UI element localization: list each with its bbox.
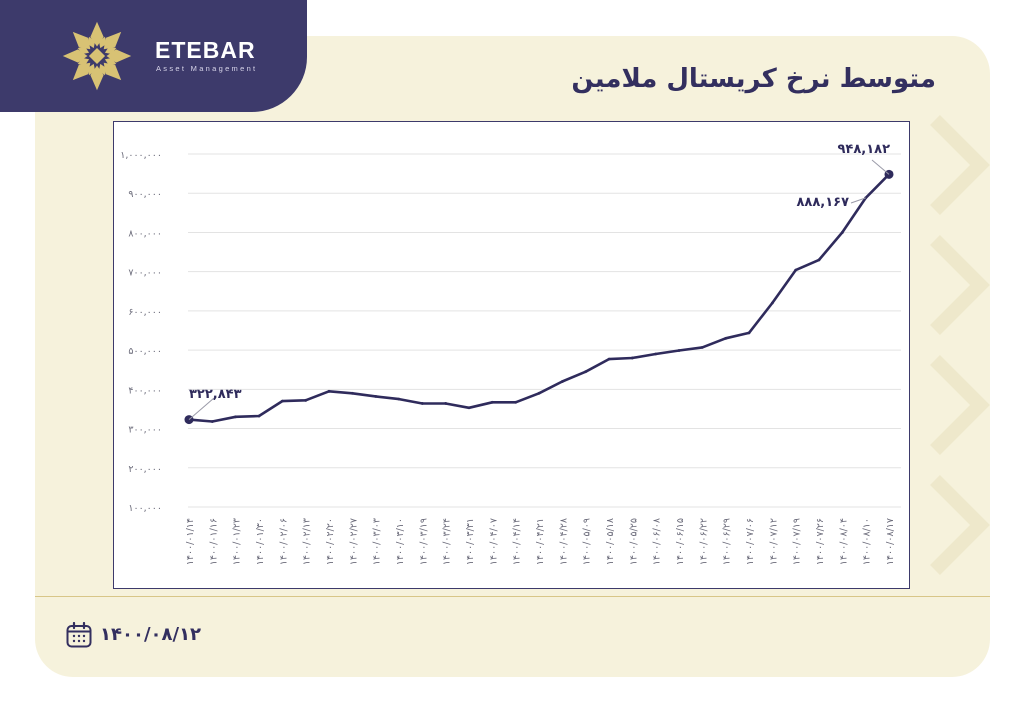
report-date: ۱۴۰۰/۰۸/۱۲ [100,624,202,645]
x-tick-label: ۱۴۰۰/۰۳/۳۱ [465,518,476,565]
data-point [490,400,494,404]
annotation-leader [871,159,890,175]
data-point [584,370,588,374]
data-point [514,400,518,404]
x-tick-label: ۱۴۰۰/۰۸/۱۰ [862,518,873,565]
x-tick-label: ۱۴۰۰/۰۳/۱۹ [418,518,429,565]
x-tick-label: ۱۴۰۰/۰۴/۱۴ [512,518,523,565]
data-point [677,349,681,352]
x-tick-label: ۱۴۰۰/۰۱/۱۶ [208,518,219,565]
brand-header: ETEBAR Asset Management [0,0,307,112]
data-point [817,258,821,262]
background-chevron-decoration [930,115,990,575]
data-point [724,336,728,340]
line-chart: ۱۰۰,۰۰۰ ۲۰۰,۰۰۰ ۳۰۰,۰۰۰ ۴۰۰,۰۰۰ ۵۰۰,۰۰۰ ۶۰۰,۰… [120,142,901,565]
data-point [700,345,704,349]
x-tick-label: ۱۴۰۰/۰۴/۰۷ [488,518,499,565]
y-tick-label: ۷۰۰,۰۰۰ [128,268,162,279]
brand-tagline: Asset Management [156,64,258,73]
data-point [747,331,751,335]
x-tick-label: ۱۴۰۰/۰۶/۲۹ [722,518,733,565]
data-point [397,397,401,401]
x-tick-label: ۱۴۰۰/۰۸/۰۴ [838,518,849,565]
x-tick-label: ۱۴۰۰/۰۵/۱۸ [605,518,616,565]
x-tick-label: ۱۴۰۰/۰۳/۰۳ [372,518,383,565]
x-tick-label: ۱۴۰۰/۰۶/۰۸ [652,518,663,565]
data-point [467,406,471,410]
y-tick-label: ۱,۰۰۰,۰۰۰ [120,150,162,161]
series-line [188,173,890,423]
data-point [420,402,424,405]
annotation-label: ۹۴۸,۱۸۲ [837,142,890,157]
data-point [234,415,238,419]
x-tick-label: ۱۴۰۰/۰۲/۱۳ [302,518,313,565]
y-tick-label: ۳۰۰,۰۰۰ [128,425,162,436]
x-tick-label: ۱۴۰۰/۰۵/۲۵ [628,518,639,565]
y-tick-label: ۲۰۰,۰۰۰ [128,464,162,475]
page-title: متوسط نرخ کریستال ملامین [571,64,936,94]
data-point [210,420,214,423]
calendar-icon [66,622,92,648]
data-point [770,301,774,305]
data-point [350,391,354,395]
annotation-label: ۳۲۲,۸۴۳ [189,387,242,402]
data-point [607,357,611,361]
data-point [304,398,308,402]
y-tick-label: ۹۰۰,۰۰۰ [128,189,162,200]
footer-divider [35,596,990,597]
data-point [444,402,448,405]
data-point [537,391,541,395]
y-tick-label: ۱۰۰,۰۰۰ [128,503,162,514]
x-tick-label: ۱۴۰۰/۰۲/۲۰ [325,518,336,565]
data-point [327,389,331,393]
x-tick-label: ۱۴۰۰/۰۱/۱۴ [185,518,196,565]
x-tick-label: ۱۴۰۰/۰۶/۱۵ [675,518,686,565]
etebar-logo-icon [62,21,132,91]
x-tick-label: ۱۴۰۰/۰۳/۱۰ [395,518,406,565]
data-point [654,352,658,356]
x-tick-label: ۱۴۰۰/۰۱/۳۰ [255,518,266,565]
y-tick-label: ۶۰۰,۰۰۰ [128,307,162,318]
x-tick-label: ۱۴۰۰/۰۸/۱۷ [885,518,896,565]
x-tick-label: ۱۴۰۰/۰۴/۲۱ [535,518,546,565]
y-tick-label: ۵۰۰,۰۰۰ [128,346,162,357]
x-tick-label: ۱۴۰۰/۰۴/۲۸ [558,518,569,565]
y-tick-label: ۴۰۰,۰۰۰ [128,385,162,396]
x-tick-label: ۱۴۰۰/۰۲/۰۶ [278,518,289,565]
annotation-label: ۸۸۸,۱۶۷ [796,195,849,210]
x-tick-label: ۱۴۰۰/۰۲/۲۷ [348,518,359,565]
x-tick-label: ۱۴۰۰/۰۷/۰۶ [745,518,756,565]
brand-name: ETEBAR [155,37,256,63]
x-tick-label: ۱۴۰۰/۰۵/۰۹ [582,518,593,565]
chart-frame: ۱۰۰,۰۰۰ ۲۰۰,۰۰۰ ۳۰۰,۰۰۰ ۴۰۰,۰۰۰ ۵۰۰,۰۰۰ ۶۰۰,۰… [113,121,910,589]
x-tick-label: ۱۴۰۰/۰۳/۲۴ [442,518,453,565]
data-point [280,399,284,403]
x-tick-label: ۱۴۰۰/۰۱/۲۳ [232,518,243,565]
x-tick-label: ۱۴۰۰/۰۷/۲۶ [815,518,826,565]
x-tick-label: ۱۴۰۰/۰۷/۱۹ [792,518,803,565]
data-point [630,356,634,360]
data-point [840,231,844,234]
x-tick-label: ۱۴۰۰/۰۷/۱۲ [768,518,779,565]
y-tick-label: ۸۰۰,۰۰۰ [128,228,162,239]
data-point [257,414,261,418]
annotation-leader [188,397,215,420]
data-point [794,268,798,272]
annotation-leader [850,197,866,204]
data-point [374,394,378,398]
x-tick-label: ۱۴۰۰/۰۶/۲۲ [698,518,709,565]
data-point [560,380,564,383]
